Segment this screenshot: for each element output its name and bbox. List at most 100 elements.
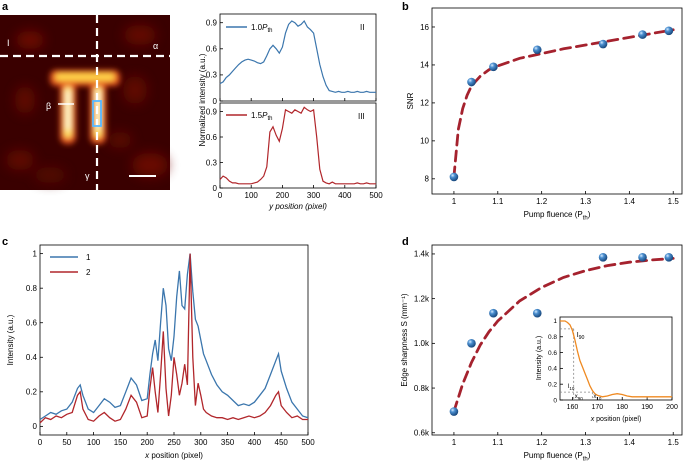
chart-c: 0 0.2 0.4 0.6 0.8 1 0 50 100 150 200 250 300 350 400 45… (6, 244, 315, 460)
y-tick-label: 0.6 (548, 350, 557, 357)
chart-a-II: 0 0.3 0.6 0.9 1.0Pth II Normalized intensity (… (198, 13, 377, 146)
y-tick-label: 0.8 (26, 284, 38, 293)
x-tick-label: 1.2 (536, 197, 548, 206)
x-axis-label: x position (pixel) (144, 451, 203, 460)
axis-label: Pump fluence (Pth) (524, 210, 591, 221)
y-tick-label: 0.2 (26, 388, 38, 397)
data-point (664, 252, 674, 262)
x-tick-label: 0 (218, 191, 223, 200)
y-tick-label: 0.8 (548, 334, 557, 341)
x-tick-label: 50 (62, 438, 71, 447)
chart-a-III: 0 0.3 0.6 0.9 0 100 200 300 400 500 1.5Pth III y pos… (206, 102, 383, 211)
x-tick-label: 350 (221, 438, 235, 447)
panel-tag: II (360, 23, 364, 32)
x-tick-label: 1.3 (580, 197, 592, 206)
data-point (532, 45, 542, 55)
panel-label-d: d (402, 236, 409, 248)
x-tick-label: 200 (141, 438, 155, 447)
y-tick-label: 0 (553, 397, 557, 404)
axis-label: x90 (575, 394, 584, 401)
x-tick-label: 100 (87, 438, 101, 447)
data-point (449, 407, 459, 416)
axes-frame (431, 244, 683, 436)
legend-label: 1.5Pth (251, 111, 272, 122)
x-tick-label: 1.1 (492, 197, 504, 206)
x-tick-label: 0 (38, 438, 43, 447)
x-tick-label: 250 (167, 438, 181, 447)
y-tick-label: 0.2 (548, 381, 557, 388)
data-point (467, 339, 476, 348)
y-axis-label: Normalized intensity (a.u.) (198, 53, 207, 146)
data-point (532, 308, 542, 318)
roi-box (92, 100, 102, 127)
data-point (467, 77, 476, 87)
x-tick-label: 200 (276, 191, 290, 200)
series-line-1.5Pth (219, 106, 376, 185)
data-point (449, 172, 459, 182)
y-tick-label: 1 (33, 249, 38, 258)
y-tick-label: 8 (425, 175, 430, 184)
y-tick-label: 14 (420, 61, 429, 70)
series-line-1.0Pth (219, 19, 376, 93)
axis-label: I90 (577, 332, 585, 341)
legend-label: 1.0Pth (251, 23, 272, 34)
y-tick-label: 0.9 (206, 19, 218, 28)
x-tick-label: 1.5 (668, 438, 680, 447)
x-tick-label: 1.5 (668, 197, 680, 206)
y-tick-label: 0.3 (206, 71, 218, 80)
x-tick-label: 100 (245, 191, 259, 200)
axis-label: Pump fluence (Pth) (524, 451, 591, 462)
label-I: I (7, 38, 10, 48)
data-point (664, 26, 674, 36)
axes-frame (559, 316, 673, 401)
series-line-2 (39, 253, 308, 424)
y-tick-label: 0 (213, 97, 218, 106)
panel-a-image: I α β γ (0, 15, 170, 190)
y-axis-label: SNR (406, 92, 415, 109)
y-tick-label: 0.6k (414, 429, 430, 438)
y-tick-label: 0.6 (206, 133, 218, 142)
data-point (598, 39, 608, 49)
x-tick-label: 1 (452, 197, 457, 206)
inset-curve (560, 320, 672, 398)
data-point (598, 252, 608, 262)
y-tick-label: 0.9 (206, 107, 218, 116)
data-point (489, 62, 498, 72)
axis-label: I10 (568, 384, 575, 391)
y-tick-label: 10 (420, 137, 429, 146)
chart-d: 0.6k 0.8k 1.0k 1.2k 1.4k 1 1.1 1.2 1.3 1.4 1.5 Pump… (400, 244, 683, 462)
x-tick-label: 500 (369, 191, 383, 200)
label-gamma: γ (85, 171, 90, 181)
y-tick-label: 1.0k (414, 339, 430, 348)
data-point (638, 252, 647, 262)
series-line-1 (39, 253, 309, 421)
axes-frame (219, 102, 377, 189)
y-tick-label: 0 (213, 184, 218, 193)
x-tick-label: 170 (591, 404, 603, 411)
fit-curve (452, 28, 675, 179)
y-tick-label: 1 (553, 318, 557, 325)
x-tick-label: 300 (307, 191, 321, 200)
x-tick-label: 1.4 (624, 197, 636, 206)
fit-curve (452, 256, 675, 413)
axes-frame (431, 7, 683, 195)
panel-label-c: c (2, 236, 8, 248)
y-axis-label: Intensity (a.u.) (536, 336, 543, 380)
y-tick-label: 0.6 (206, 45, 218, 54)
x-tick-label: 1.4 (624, 438, 636, 447)
x-tick-label: 190 (641, 404, 653, 411)
chart-b: 8 10 12 14 16 1 1.1 1.2 1.3 1.4 1.5 Pump fluence (P… (406, 7, 683, 221)
y-tick-label: 12 (420, 99, 429, 108)
y-tick-label: 0 (33, 422, 38, 431)
axes-frame (219, 13, 377, 102)
y-tick-label: 0.8k (414, 384, 430, 393)
speckle-background (6, 25, 168, 183)
x-tick-label: 300 (194, 438, 208, 447)
x-tick-label: 160 (567, 404, 579, 411)
x-tick-label: 1 (452, 438, 457, 447)
x-tick-label: 180 (616, 404, 628, 411)
x-tick-label: 400 (248, 438, 262, 447)
panel-label-b: b (402, 1, 409, 13)
